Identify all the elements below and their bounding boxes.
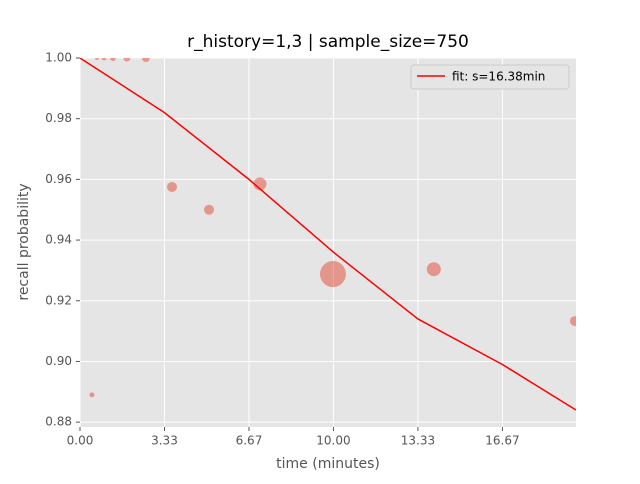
x-tick-label: 13.33	[401, 434, 435, 448]
y-tick-label: 1.00	[45, 51, 72, 65]
marks	[80, 58, 576, 411]
point	[101, 58, 107, 61]
y-tick-label: 0.94	[45, 233, 72, 247]
grid: 0.00 3.33 6.67 10.00 13.33 16.67 0.88 0.90 0.92 0…	[45, 51, 576, 448]
point	[123, 58, 131, 62]
point	[89, 392, 95, 398]
point	[167, 181, 178, 192]
point	[569, 316, 576, 327]
y-tick-label: 0.88	[45, 415, 72, 429]
y-tick-label: 0.96	[45, 172, 72, 186]
point	[204, 204, 215, 215]
point	[426, 262, 441, 277]
point	[253, 177, 267, 191]
x-tick-label: 3.33	[151, 434, 178, 448]
point	[94, 58, 99, 60]
y-tick-label: 0.90	[45, 354, 72, 368]
legend-box	[410, 64, 570, 90]
x-tick-label: 6.67	[236, 434, 263, 448]
x-tick-label: 10.00	[316, 434, 350, 448]
point	[141, 58, 150, 62]
y-tick-label: 0.92	[45, 293, 72, 307]
point	[109, 58, 116, 61]
x-tick-label: 0.00	[67, 434, 94, 448]
x-tick-label: 16.67	[485, 434, 519, 448]
legend-label: fit: s=16.38min	[452, 70, 545, 84]
chart-title: r_history=1,3 | sample_size=750	[187, 32, 469, 52]
x-axis-label: time (minutes)	[276, 456, 380, 472]
y-tick-label: 0.98	[45, 111, 72, 125]
plot-area	[80, 58, 576, 427]
fit-line	[80, 58, 576, 411]
legend: fit: s=16.38min	[410, 64, 570, 90]
y-axis-label: recall probability	[16, 183, 32, 300]
point	[319, 261, 346, 288]
